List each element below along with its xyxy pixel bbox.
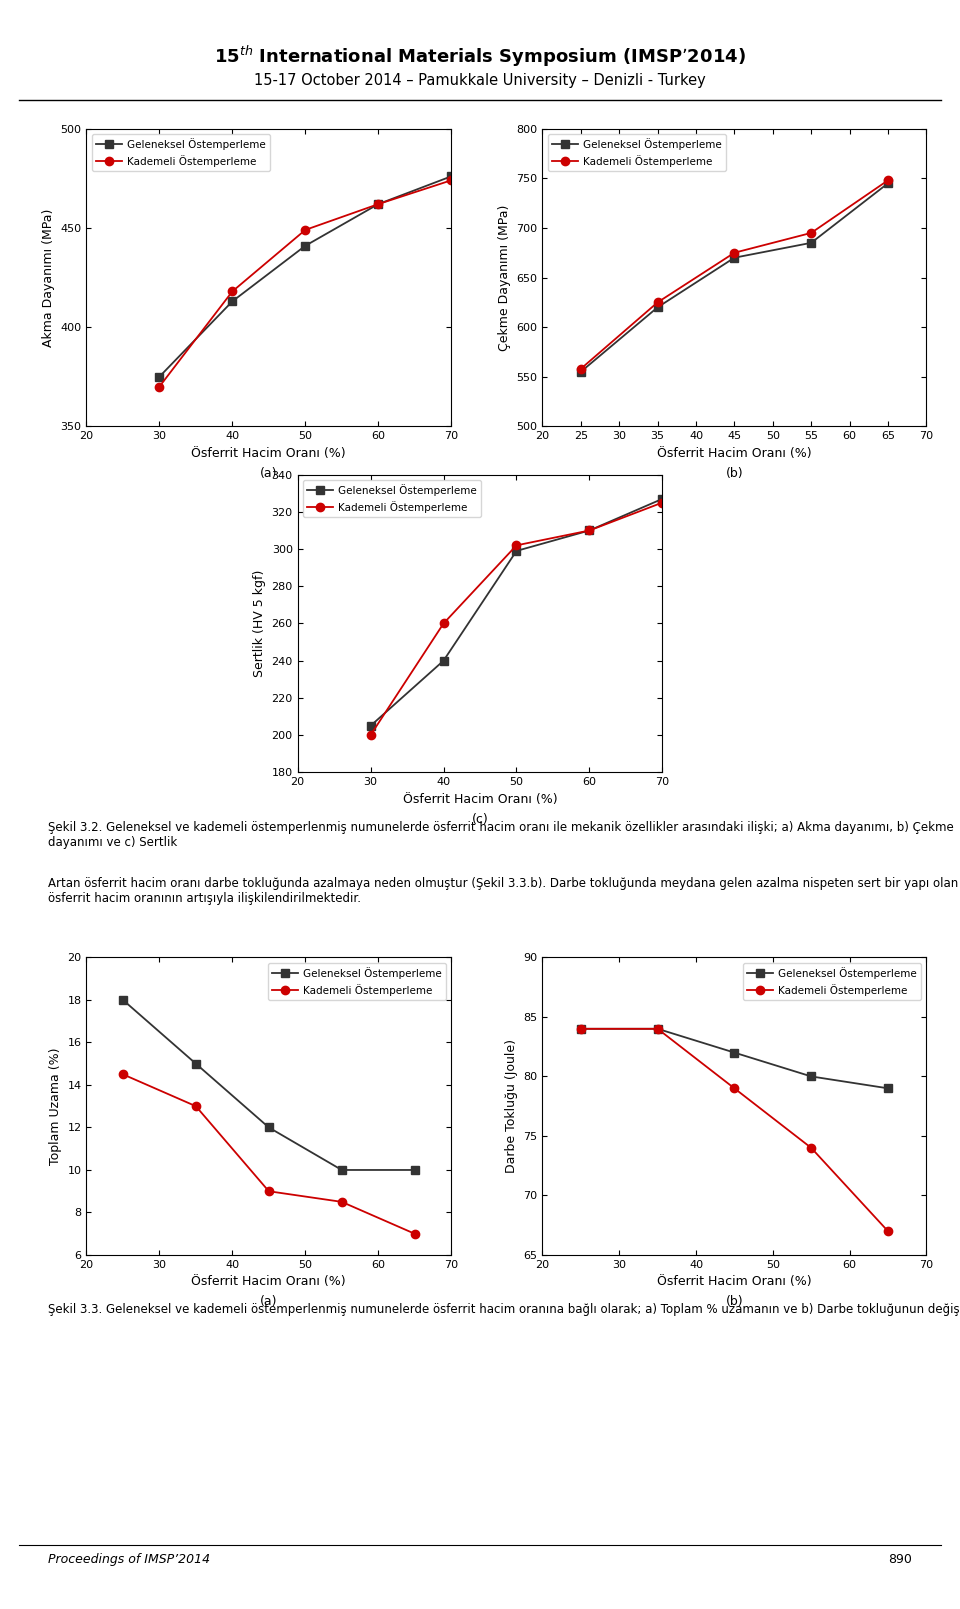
Geleneksel Östemperleme: [805, 233, 817, 253]
Geleneksel Östemperleme: [652, 1018, 663, 1038]
X-axis label: Ösferrit Hacim Oranı (%): Ösferrit Hacim Oranı (%): [402, 793, 558, 806]
Y-axis label: Çekme Dayanımı (MPa): Çekme Dayanımı (MPa): [498, 204, 511, 351]
Kademeli Östemperleme: [805, 224, 817, 243]
Line: Kademeli Östemperleme: Kademeli Östemperleme: [119, 1070, 419, 1237]
Kademeli Östemperleme: [575, 359, 587, 378]
Geleneksel Östemperleme: [729, 248, 740, 267]
Line: Geleneksel Östemperleme: Geleneksel Östemperleme: [156, 172, 455, 381]
Kademeli Östemperleme: [729, 1078, 740, 1097]
Line: Geleneksel Östemperleme: Geleneksel Östemperleme: [119, 996, 419, 1175]
Y-axis label: Toplam Uzama (%): Toplam Uzama (%): [49, 1047, 61, 1165]
Line: Kademeli Östemperleme: Kademeli Östemperleme: [367, 499, 666, 739]
Geleneksel Östemperleme: [372, 195, 384, 214]
Line: Geleneksel Östemperleme: Geleneksel Östemperleme: [367, 494, 666, 730]
Geleneksel Östemperleme: [511, 541, 522, 560]
Kademeli Östemperleme: [575, 1018, 587, 1038]
X-axis label: Ösferrit Hacim Oranı (%): Ösferrit Hacim Oranı (%): [191, 1276, 347, 1289]
Line: Geleneksel Östemperleme: Geleneksel Östemperleme: [577, 1025, 892, 1093]
Kademeli Östemperleme: [584, 521, 595, 541]
Kademeli Östemperleme: [190, 1097, 202, 1117]
Text: (a): (a): [260, 467, 277, 479]
Geleneksel Östemperleme: [300, 237, 311, 256]
Kademeli Östemperleme: [117, 1065, 129, 1084]
Geleneksel Östemperleme: [882, 174, 894, 193]
X-axis label: Ösferrit Hacim Oranı (%): Ösferrit Hacim Oranı (%): [657, 1276, 812, 1289]
Text: Artan ösferrit hacim oranı darbe tokluğunda azalmaya neden olmuştur (Şekil 3.3.b: Artan ösferrit hacim oranı darbe tokluğu…: [48, 877, 958, 904]
Geleneksel Östemperleme: [882, 1078, 894, 1097]
X-axis label: Ösferrit Hacim Oranı (%): Ösferrit Hacim Oranı (%): [657, 447, 812, 460]
Line: Geleneksel Östemperleme: Geleneksel Östemperleme: [577, 179, 892, 377]
Geleneksel Östemperleme: [805, 1067, 817, 1086]
Text: 15-17 October 2014 – Pamukkale University – Denizli - Turkey: 15-17 October 2014 – Pamukkale Universit…: [254, 72, 706, 88]
Line: Kademeli Östemperleme: Kademeli Östemperleme: [156, 175, 455, 391]
Geleneksel Östemperleme: [445, 167, 457, 187]
Y-axis label: Darbe Tokluğu (Joule): Darbe Tokluğu (Joule): [505, 1039, 517, 1173]
Kademeli Östemperleme: [657, 492, 668, 512]
Geleneksel Östemperleme: [584, 521, 595, 541]
Kademeli Östemperleme: [511, 536, 522, 555]
Kademeli Östemperleme: [300, 220, 311, 240]
Kademeli Östemperleme: [372, 195, 384, 214]
Geleneksel Östemperleme: [438, 652, 449, 671]
Kademeli Östemperleme: [336, 1192, 348, 1212]
Geleneksel Östemperleme: [117, 990, 129, 1009]
Line: Kademeli Östemperleme: Kademeli Östemperleme: [577, 1025, 892, 1236]
Geleneksel Östemperleme: [575, 1018, 587, 1038]
Text: Proceedings of IMSP’2014: Proceedings of IMSP’2014: [48, 1553, 210, 1566]
Legend: Geleneksel Östemperleme, Kademeli Östemperleme: Geleneksel Östemperleme, Kademeli Östemp…: [743, 962, 922, 999]
Text: 890: 890: [888, 1553, 912, 1566]
Kademeli Östemperleme: [445, 171, 457, 190]
Text: Şekil 3.2. Geleneksel ve kademeli östemperlenmiş numunelerde ösferrit hacim oran: Şekil 3.2. Geleneksel ve kademeli östemp…: [48, 821, 953, 848]
Geleneksel Östemperleme: [657, 489, 668, 508]
Text: (a): (a): [260, 1295, 277, 1308]
Text: (c): (c): [471, 813, 489, 825]
Legend: Geleneksel Östemperleme, Kademeli Östemperleme: Geleneksel Östemperleme, Kademeli Östemp…: [91, 134, 270, 171]
Geleneksel Östemperleme: [409, 1160, 420, 1179]
Text: (b): (b): [726, 1295, 743, 1308]
Kademeli Östemperleme: [438, 615, 449, 634]
Text: 15$^{th}$ International Materials Symposium (IMSP’2014): 15$^{th}$ International Materials Sympos…: [214, 43, 746, 69]
Kademeli Östemperleme: [882, 1221, 894, 1241]
Kademeli Östemperleme: [652, 293, 663, 312]
Kademeli Östemperleme: [154, 377, 165, 396]
X-axis label: Ösferrit Hacim Oranı (%): Ösferrit Hacim Oranı (%): [191, 447, 347, 460]
Geleneksel Östemperleme: [227, 291, 238, 311]
Geleneksel Östemperleme: [575, 362, 587, 381]
Kademeli Östemperleme: [227, 282, 238, 301]
Geleneksel Östemperleme: [336, 1160, 348, 1179]
Geleneksel Östemperleme: [154, 367, 165, 386]
Text: Şekil 3.3. Geleneksel ve kademeli östemperlenmiş numunelerde ösferrit hacim oran: Şekil 3.3. Geleneksel ve kademeli östemp…: [48, 1303, 960, 1316]
Geleneksel Östemperleme: [652, 298, 663, 317]
Kademeli Östemperleme: [409, 1224, 420, 1244]
Kademeli Östemperleme: [652, 1018, 663, 1038]
Geleneksel Östemperleme: [365, 716, 376, 735]
Text: (b): (b): [726, 467, 743, 479]
Kademeli Östemperleme: [805, 1138, 817, 1157]
Kademeli Östemperleme: [365, 726, 376, 745]
Y-axis label: Akma Dayanımı (MPa): Akma Dayanımı (MPa): [42, 208, 55, 348]
Legend: Geleneksel Östemperleme, Kademeli Östemperleme: Geleneksel Östemperleme, Kademeli Östemp…: [302, 479, 481, 516]
Legend: Geleneksel Östemperleme, Kademeli Östemperleme: Geleneksel Östemperleme, Kademeli Östemp…: [547, 134, 726, 171]
Kademeli Östemperleme: [882, 171, 894, 190]
Y-axis label: Sertlik (HV 5 kgf): Sertlik (HV 5 kgf): [252, 570, 266, 677]
Kademeli Östemperleme: [263, 1181, 275, 1200]
Kademeli Östemperleme: [729, 243, 740, 262]
Line: Kademeli Östemperleme: Kademeli Östemperleme: [577, 175, 892, 373]
Geleneksel Östemperleme: [190, 1054, 202, 1073]
Legend: Geleneksel Östemperleme, Kademeli Östemperleme: Geleneksel Östemperleme, Kademeli Östemp…: [268, 962, 446, 999]
Geleneksel Östemperleme: [729, 1043, 740, 1062]
Geleneksel Östemperleme: [263, 1118, 275, 1138]
